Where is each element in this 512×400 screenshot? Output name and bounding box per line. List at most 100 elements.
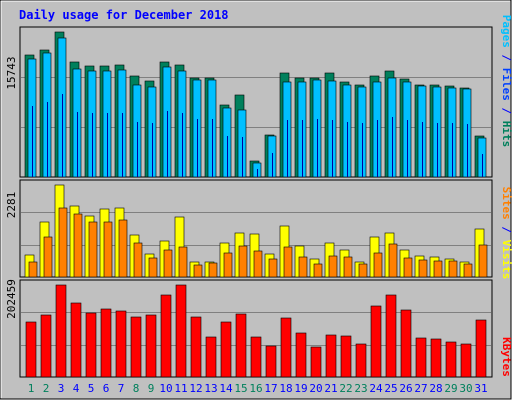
day-label: 10 [159,382,172,395]
bar-files [407,120,408,177]
day-label: 12 [189,382,202,395]
bar-sites [88,221,98,278]
bar-files [467,124,468,177]
bar-files [122,113,123,177]
bar-sites [433,260,443,278]
day-label: 2 [43,382,50,395]
panel-hits [19,26,493,178]
day-label: 25 [384,382,397,395]
bar-kbytes [265,345,277,378]
bar-kbytes [220,321,232,378]
bar-sites [43,236,53,278]
bar-sites [283,246,293,278]
bar-files [437,123,438,177]
bar-sites [463,263,473,278]
legend-label: / [500,101,512,121]
bar-kbytes [430,338,442,378]
bar-kbytes [325,334,337,378]
day-label: 20 [309,382,322,395]
bar-files [347,122,348,177]
day-label: 30 [459,382,472,395]
bar-files [32,106,33,177]
day-label: 29 [444,382,457,395]
bar-kbytes [70,302,82,378]
bar-files [197,119,198,177]
bar-files [167,111,168,177]
bar-kbytes [400,309,412,378]
bar-sites [448,260,458,278]
bar-kbytes [460,343,472,378]
bar-files [92,113,93,177]
day-label: 26 [399,382,412,395]
bar-sites [163,249,173,278]
bar-files [77,112,78,177]
bar-files [362,123,363,177]
bar-kbytes [385,294,397,378]
legend-kbytes: KBytes [500,337,512,377]
bar-kbytes [145,314,157,378]
bar-sites [178,246,188,278]
bar-kbytes [235,313,247,378]
bar-kbytes [445,341,457,378]
bar-files [47,102,48,177]
day-label: 3 [58,382,65,395]
bar-sites [73,213,83,278]
day-label: 27 [414,382,427,395]
y-max-label-visits: 2281 [5,192,18,219]
bar-sites [103,221,113,278]
bar-files [392,117,393,177]
bar-kbytes [55,284,67,378]
day-label: 24 [369,382,383,395]
bar-sites [403,257,413,278]
bar-kbytes [40,314,52,378]
bar-files [332,120,333,177]
day-label: 21 [324,382,337,395]
bar-files [482,154,483,177]
bar-kbytes [310,346,322,378]
bar-kbytes [175,284,187,378]
bar-files [152,123,153,177]
bar-sites [268,258,278,278]
bar-files [62,94,63,177]
legend-label: Pages [500,15,512,48]
day-label: 22 [339,382,352,395]
bar-sites [343,256,353,278]
legend-label: KBytes [500,337,512,377]
bar-kbytes [205,336,217,378]
y-max-label-kbytes: 202459 [5,279,18,319]
bar-sites [478,244,488,278]
bar-sites [58,207,68,278]
bar-sites [388,243,398,278]
day-label: 28 [429,382,442,395]
day-label: 16 [249,382,262,395]
bar-sites [418,259,428,278]
bars-kbytes [25,284,487,378]
bar-sites [238,245,248,278]
bars-hits-files-pages [24,31,487,178]
bar-files [287,120,288,177]
bar-files [212,119,213,177]
day-label: 5 [88,382,95,395]
bar-files [182,113,183,177]
day-label: 19 [294,382,307,395]
bar-files [137,122,138,177]
day-label: 8 [133,382,140,395]
bar-sites [328,255,338,278]
bar-files [377,120,378,177]
legend-label: / [500,48,512,68]
bar-sites [208,262,218,278]
bar-sites [358,263,368,278]
bar-kbytes [340,335,352,378]
legend-label: Visits [500,240,512,280]
bar-files [302,120,303,177]
bar-kbytes [280,317,292,378]
bar-kbytes [130,316,142,378]
bar-kbytes [100,308,112,378]
bar-files [422,122,423,177]
y-max-label-hits: 15743 [5,56,18,89]
bar-sites [373,252,383,278]
x-axis-day-labels: 1 2 3 4 5 6 7 8 9 10 11 12 13 14 15 16 17 18 19 20 21 22 23 24 2… [28,382,488,395]
day-label: 6 [103,382,110,395]
bar-kbytes [415,337,427,378]
day-label: 4 [73,382,80,395]
